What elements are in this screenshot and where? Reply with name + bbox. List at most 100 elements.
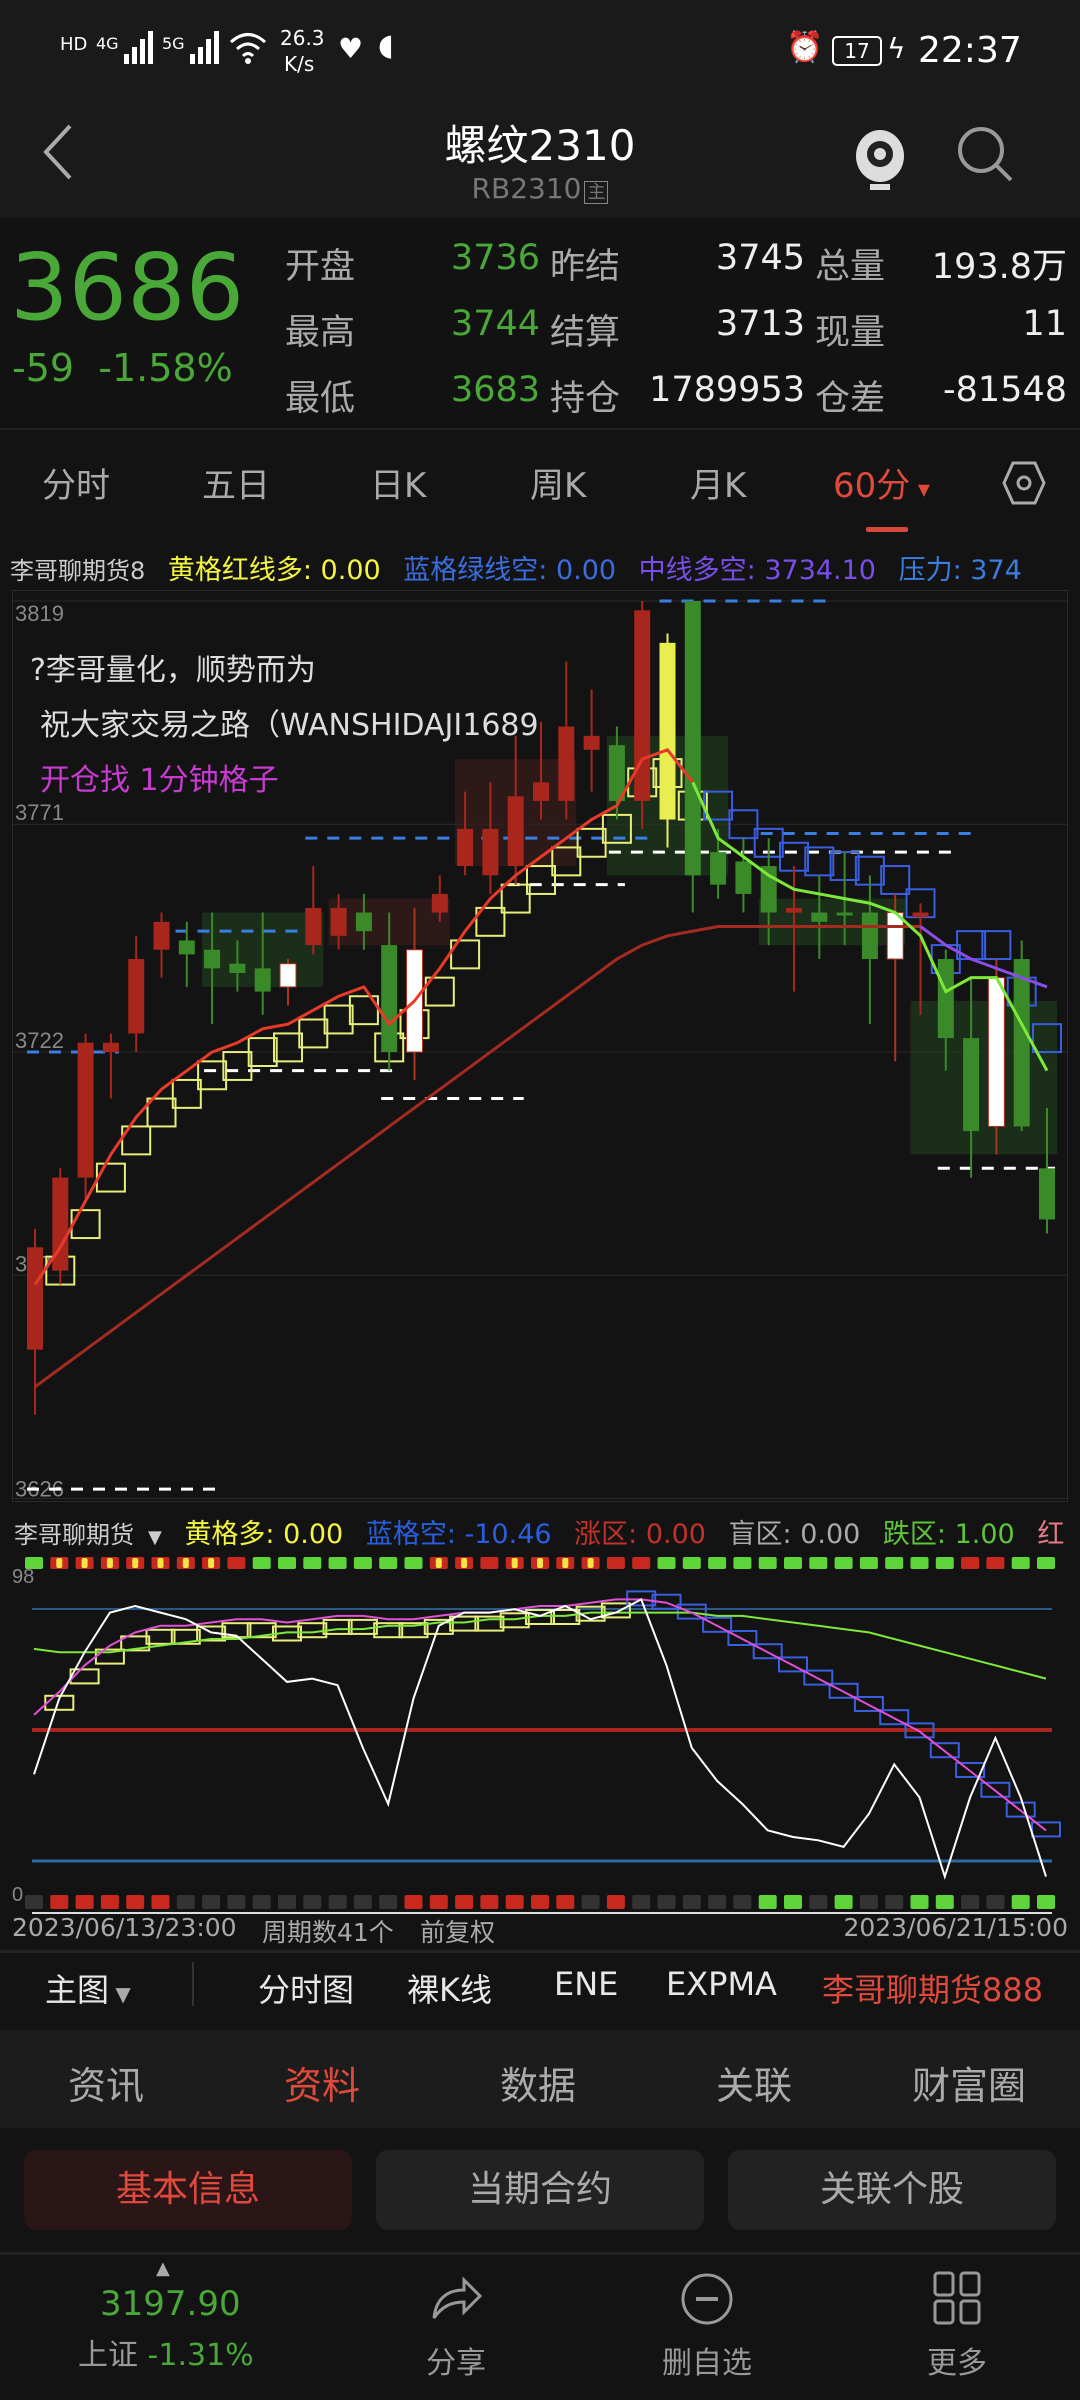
info-tab[interactable]: 财富圈 xyxy=(912,2064,1027,2108)
legend-yellow: 黄格红线多: 0.00 xyxy=(167,555,381,586)
index-value[interactable]: 3197.90 xyxy=(100,2284,241,2324)
ladder-box xyxy=(221,1622,252,1639)
zone-dot xyxy=(935,1895,954,1909)
ladder-box xyxy=(499,1612,530,1629)
adjust-mode[interactable]: 前复权 xyxy=(420,1918,496,1947)
period-tab-label: 周K xyxy=(530,466,587,506)
basic-info-button[interactable]: 基本信息 xyxy=(24,2150,352,2230)
zone-box xyxy=(758,898,906,946)
signal-dot xyxy=(1011,1557,1030,1569)
settings-hex-icon[interactable] xyxy=(1002,460,1046,506)
ladder-box xyxy=(146,1097,177,1128)
candle-body xyxy=(634,610,651,801)
signal-dot xyxy=(303,1557,322,1569)
remove-watchlist-button[interactable]: 删自选 xyxy=(662,2346,752,2381)
sim1-label: 4G xyxy=(96,34,119,53)
zone-dot xyxy=(151,1895,170,1909)
zone-dot xyxy=(682,1895,701,1909)
ladder-box xyxy=(44,1694,75,1711)
signal-dot-mark xyxy=(132,1558,139,1568)
sub-indicator-legend[interactable]: 李哥聊期货 ▼ 黄格多: 0.00 蓝格空: -10.46 涨区: 0.00 盲区… xyxy=(14,1512,1078,1551)
indicator-ene[interactable]: ENE xyxy=(554,1965,619,2003)
change-value: -59 xyxy=(12,346,75,390)
period-tab[interactable]: 日K xyxy=(370,458,426,507)
quote-value: 3683 xyxy=(450,370,540,410)
mascot-icon[interactable] xyxy=(848,120,912,192)
period-tab[interactable]: 周K xyxy=(530,458,586,507)
zone-dot xyxy=(202,1895,221,1909)
more-grid-icon[interactable] xyxy=(932,2270,982,2326)
info-tab[interactable]: 数据 xyxy=(500,2064,577,2108)
indicator-naked-k[interactable]: 裸K线 xyxy=(407,1971,492,2009)
candle-body xyxy=(836,912,853,916)
indicator-expma[interactable]: EXPMA xyxy=(666,1965,777,2003)
zone-dot xyxy=(252,1895,271,1909)
related-stocks-button[interactable]: 关联个股 xyxy=(728,2150,1056,2230)
signal-dot xyxy=(379,1557,398,1569)
back-icon[interactable] xyxy=(40,122,76,182)
nav-header: 螺纹2310 RB2310 主 xyxy=(0,100,1080,218)
indicator-name[interactable]: 李哥聊期货 xyxy=(14,1521,134,1549)
quote-label: 最高 xyxy=(285,313,356,353)
more-button[interactable]: 更多 xyxy=(927,2346,987,2381)
sub-indicator-chart[interactable]: 98 0 xyxy=(12,1555,1068,1915)
info-tab[interactable]: 关联 xyxy=(716,2064,793,2108)
ladder-box xyxy=(298,1018,329,1049)
period-tab-label: 月K xyxy=(690,466,747,506)
indicator-active[interactable]: 李哥聊期货888 xyxy=(822,1971,1044,2009)
zone-dot xyxy=(429,1895,448,1909)
signal-dot xyxy=(480,1557,499,1569)
legend-blind-zone: 盲区: 0.00 xyxy=(728,1519,861,1550)
y-tick-label: 98 xyxy=(12,1566,34,1588)
ladder-box xyxy=(474,1615,505,1632)
qq-icon: ◖ xyxy=(378,28,394,63)
quote-value: 1789953 xyxy=(649,370,805,410)
index-ticker[interactable]: 上证 -1.31% xyxy=(78,2330,254,2374)
info-tab[interactable]: 资讯 xyxy=(68,2064,145,2108)
period-tab[interactable]: 五日 xyxy=(202,458,270,507)
share-icon[interactable] xyxy=(428,2272,484,2322)
main-chart-dropdown[interactable]: 主图 ▼ xyxy=(45,1965,131,2011)
zone-dot xyxy=(505,1895,524,1909)
period-tab[interactable]: 月K xyxy=(690,458,746,507)
ladder-box xyxy=(95,1162,126,1193)
ladder-box xyxy=(702,1616,733,1633)
zone-dot xyxy=(1037,1895,1055,1909)
candle-body xyxy=(558,726,575,801)
zone-dot xyxy=(733,1895,752,1909)
current-contract-button[interactable]: 当期合约 xyxy=(376,2150,704,2230)
signal-dot xyxy=(910,1557,929,1569)
period-tab[interactable]: 分时 xyxy=(42,458,110,507)
zone-dot xyxy=(986,1895,1005,1909)
signal-dot xyxy=(1037,1557,1055,1569)
y-tick-label: 3771 xyxy=(15,800,64,825)
signal-dot xyxy=(353,1557,372,1569)
ladder-box xyxy=(576,827,607,858)
period-tab[interactable]: 60分 ▾ xyxy=(833,458,930,507)
search-icon[interactable] xyxy=(955,124,1017,186)
ladder-box xyxy=(171,1078,202,1109)
expand-up-icon[interactable]: ▲ xyxy=(156,2258,170,2279)
signal-dot xyxy=(834,1557,853,1569)
green-line xyxy=(33,1611,1047,1680)
zone-dot xyxy=(961,1895,980,1909)
kline-chart[interactable]: 38193771372236743626 xyxy=(12,590,1068,1502)
chevron-down-icon: ▾ xyxy=(910,475,930,503)
zone-dot xyxy=(227,1895,246,1909)
ladder-box xyxy=(778,1656,808,1673)
info-tab[interactable]: 资料 xyxy=(284,2064,361,2108)
remove-watchlist-icon[interactable] xyxy=(680,2272,734,2326)
indicator-fenshitu[interactable]: 分时图 xyxy=(258,1971,355,2009)
info-tabs-bar xyxy=(0,2030,1080,2128)
signal-dot xyxy=(859,1557,878,1569)
indicator-name[interactable]: 李哥聊期货8 xyxy=(10,557,146,585)
candle-body xyxy=(102,1042,119,1053)
zone-dot xyxy=(657,1895,676,1909)
signal-dot xyxy=(227,1557,246,1569)
main-indicator-legend[interactable]: 李哥聊期货8 黄格红线多: 0.00 蓝格绿线空: 0.00 中线多空: 373… xyxy=(10,548,1036,587)
signal-dot xyxy=(657,1557,676,1569)
ladder-box xyxy=(373,1622,404,1639)
zone-dot xyxy=(834,1895,853,1909)
share-button[interactable]: 分享 xyxy=(426,2346,486,2381)
signal-dot xyxy=(328,1557,347,1569)
